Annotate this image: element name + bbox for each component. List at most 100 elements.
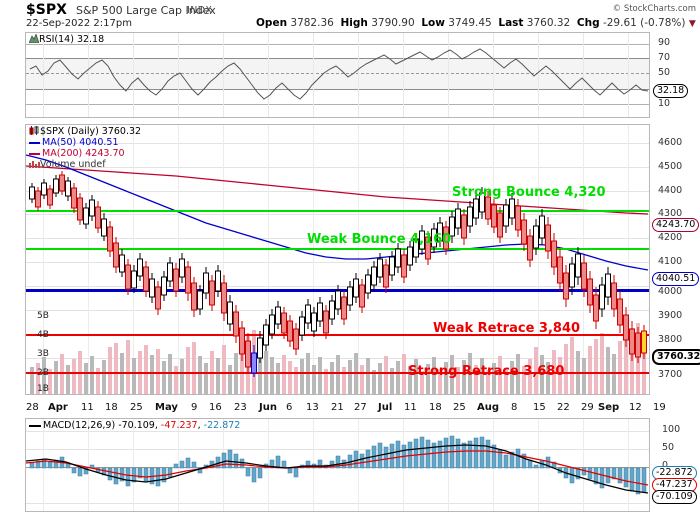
xaxis-label-18: Aug (477, 402, 500, 413)
rsi-gridline-50 (26, 73, 649, 74)
ma200-value-flag: 4243.70 (652, 218, 700, 232)
xaxis-label-1: Apr (48, 402, 68, 413)
price-axis-4500: 4500 (658, 161, 683, 172)
xaxis-label-6: 9 (191, 402, 198, 413)
macd-legend-v3: -22.872 (203, 420, 241, 431)
macd-swatch-icon (29, 424, 41, 427)
xaxis-label-9: Jun (259, 402, 277, 413)
macd-axis-50: 50 (662, 442, 675, 453)
xaxis-label-14: Jul (378, 402, 393, 413)
macd-legend-v2: -47.237 (160, 420, 198, 431)
high-label: High (340, 17, 368, 29)
candlestick-icon (29, 126, 39, 135)
rsi-axis-10: 10 (658, 98, 671, 109)
macd-line-flag: -70.109 (652, 490, 697, 504)
rsi-axis-70: 70 (658, 52, 671, 63)
price-axis-3900: 3900 (658, 310, 683, 321)
xaxis-label-24: 12 (629, 402, 642, 413)
chg-value: -29.61 (-0.78%) (602, 17, 686, 29)
rsi-gridline-70 (26, 58, 649, 59)
price-axis-3700: 3700 (658, 369, 683, 380)
xaxis-label-4: 25 (130, 402, 143, 413)
xaxis-label-3: 18 (105, 402, 118, 413)
macd-panel[interactable]: MACD(12,26,9) -70.109, -47.237, -22.872 (25, 418, 650, 512)
rsi-legend: RSI(14) 32.18 (29, 34, 104, 45)
ma50-legend: MA(50) 4040.51 (29, 137, 119, 148)
chg-down-arrow-icon: ▼ (688, 19, 696, 29)
annotation-strong-bounce: Strong Bounce 4,320 (452, 185, 606, 200)
volume-legend-label: Volume undef (40, 159, 106, 170)
xaxis-label-15: 11 (404, 402, 417, 413)
symbol-ticker: $SPX (26, 2, 67, 18)
macd-legend-v1: -70.109 (118, 420, 155, 431)
volume-axis-3b: 3B (37, 349, 49, 359)
price-axis-4600: 4600 (658, 137, 683, 148)
level-line-weak-retrace (26, 334, 649, 336)
macd-lines (26, 444, 649, 494)
open-value: 3782.36 (290, 17, 334, 29)
volume-axis-1b: 1B (37, 384, 49, 394)
symbol-exchange: INDX (187, 5, 213, 16)
xaxis-label-10: 6 (286, 402, 293, 413)
rsi-vertical-grid (43, 33, 629, 117)
rsi-gridline-90 (26, 44, 649, 45)
price-axis-4000: 4000 (658, 286, 683, 297)
ma50-swatch-icon (29, 141, 40, 144)
quote-datetime: 22-Sep-2022 2:17pm (26, 18, 132, 29)
symbol-name: S&P 500 Large Cap Index (76, 4, 216, 17)
last-value: 3760.32 (526, 17, 571, 29)
ma200-legend: MA(200) 4243.70 (29, 148, 125, 159)
candlestick-series (29, 171, 647, 377)
last-price-flag: 3760.32 (652, 349, 700, 365)
xaxis-label-13: 27 (354, 402, 367, 413)
ma50-line (26, 154, 649, 271)
annotation-strong-retrace: Strong Retrace 3,680 (408, 364, 565, 379)
volume-axis-4b: 4B (37, 330, 49, 340)
xaxis-label-23: Sep (598, 402, 620, 413)
rsi-line (29, 48, 649, 100)
rsi-gridline-10 (26, 104, 649, 105)
volume-legend: Volume undef (29, 159, 106, 170)
price-axis-3800: 3800 (658, 334, 683, 345)
open-label: Open (256, 17, 288, 29)
ma50-value-flag: 4040.51 (652, 272, 700, 286)
ma200-line (26, 165, 649, 215)
annotation-weak-bounce: Weak Bounce 4,160 (307, 232, 452, 247)
quote-bar: Open 3782.36 High 3790.90 Low 3749.45 La… (256, 17, 696, 29)
xaxis-label-0: 28 (26, 402, 39, 413)
rsi-value-flag: 32.18 (653, 84, 689, 98)
xaxis-label-7: 16 (209, 402, 222, 413)
xaxis-label-21: 22 (557, 402, 570, 413)
xaxis-label-5: May (155, 402, 178, 413)
macd-axis-0: 0 (662, 460, 668, 471)
macd-legend-name: MACD(12,26,9) (43, 420, 116, 431)
xaxis-label-12: 21 (331, 402, 344, 413)
macd-axis-100: 100 (662, 424, 681, 435)
last-label: Last (498, 17, 524, 29)
xaxis-label-22: 29 (581, 402, 594, 413)
xaxis-label-16: 18 (429, 402, 442, 413)
low-value: 3749.45 (448, 17, 492, 29)
credit-label: © StockCharts.com (612, 4, 696, 14)
level-line-weak-bounce (26, 248, 649, 250)
rsi-gridline-30 (26, 89, 649, 90)
xaxis-label-20: 15 (533, 402, 546, 413)
xaxis-label-19: 8 (511, 402, 518, 413)
rsi-panel[interactable]: RSI(14) 32.18 (25, 32, 650, 118)
price-axis-4400: 4400 (658, 185, 683, 196)
macd-legend: MACD(12,26,9) -70.109, -47.237, -22.872 (29, 420, 240, 431)
price-axis-4300: 4300 (658, 208, 683, 219)
ma200-swatch-icon (29, 152, 40, 155)
price-axis-4200: 4200 (658, 232, 683, 243)
ma50-legend-label: MA(50) 4040.51 (42, 137, 119, 148)
annotation-weak-retrace: Weak Retrace 3,840 (433, 321, 581, 336)
rsi-axis-50: 50 (658, 67, 671, 78)
level-line-strong-bounce (26, 210, 649, 212)
volume-bars-icon (29, 161, 40, 168)
volume-axis-2b: 2B (37, 368, 49, 378)
volume-axis-5b: 5B (37, 311, 49, 321)
xaxis-label-25: 19 (653, 402, 666, 413)
price-panel[interactable]: $SPX (Daily) 3760.32 MA(50) 4040.51 MA(2… (25, 124, 650, 395)
high-value: 3790.90 (371, 17, 415, 29)
